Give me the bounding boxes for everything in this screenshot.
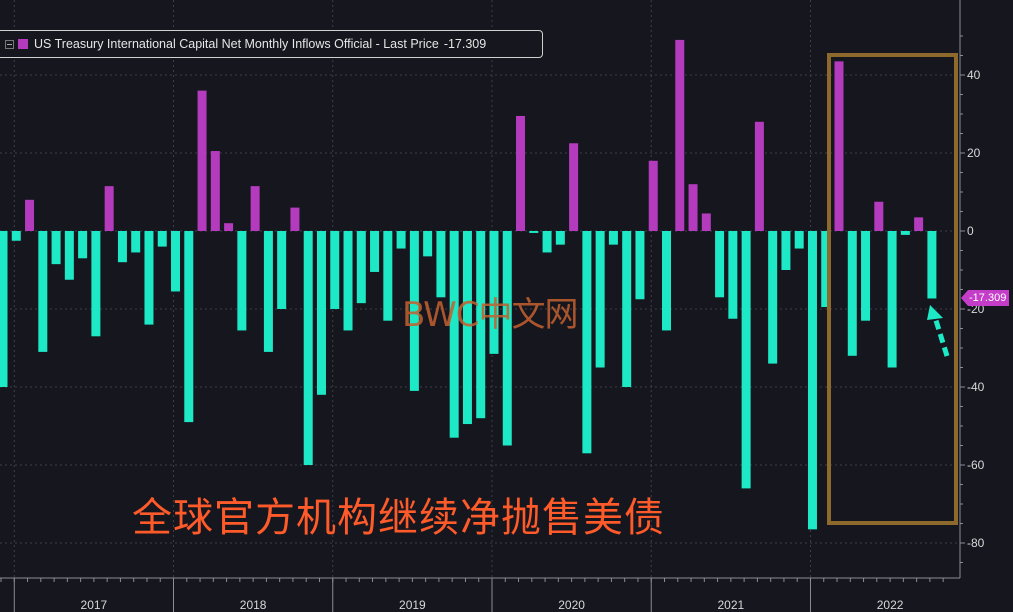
bar [330,231,340,309]
bar [688,184,698,231]
legend-label: US Treasury International Capital Net Mo… [34,37,439,51]
bar [569,143,579,231]
bar [144,231,154,325]
bar [197,90,207,231]
bar [25,199,35,231]
x-year-label: 2017 [81,598,108,612]
bar [794,231,804,249]
highlight-box [827,53,958,525]
bar [237,231,247,331]
bar [11,231,21,241]
bar [741,231,751,489]
bar [91,231,101,337]
x-year-label: 2019 [399,598,426,612]
bar [423,231,433,257]
bar [277,231,287,309]
bar [927,231,937,299]
legend: US Treasury International Capital Net Mo… [0,30,543,58]
bar [462,231,472,425]
y-tick-label: 20 [967,146,981,160]
bar [887,231,897,368]
bar [64,231,74,280]
bar [675,39,685,232]
bar [715,231,725,298]
bar [768,231,778,364]
y-tick-label: -60 [967,458,985,472]
bar [900,231,910,235]
bar [436,231,446,298]
collapse-icon[interactable] [5,39,14,49]
last-value-tag: -17.309 [961,290,1010,306]
bar [754,121,764,231]
y-tick-label: 0 [967,224,974,238]
bar [728,231,738,319]
legend-swatch [18,39,28,49]
y-tick-label: -40 [967,380,985,394]
x-year-label: 2018 [240,598,267,612]
bar [834,61,844,231]
bar [489,231,499,354]
bar [648,160,658,231]
bar [821,231,831,308]
pointer-arrow-head [927,305,943,320]
bar [184,231,194,423]
bar [370,231,380,272]
bar [51,231,61,265]
bar [847,231,857,356]
bar [502,231,512,446]
x-year-label: 2021 [717,598,744,612]
bar [861,231,871,321]
bar [303,231,313,465]
bar [78,231,88,259]
legend-value: -17.309 [443,37,487,51]
bar [343,231,353,331]
bar [409,231,419,391]
bar [38,231,48,352]
bar [595,231,605,368]
y-tick-label: -80 [967,536,985,550]
bar [542,231,552,253]
watermark: BWC中文网 [402,295,578,335]
bar [250,186,260,231]
bar [263,231,273,352]
pointer-arrow [931,313,950,357]
bar [449,231,459,438]
bar [529,231,539,233]
bar [383,231,393,321]
bar [356,231,366,304]
bar [224,223,234,231]
y-tick-label: 40 [967,68,981,82]
bar [117,231,127,263]
bar [781,231,791,270]
bar [0,231,8,387]
bar [622,231,632,387]
x-year-label: 2022 [877,598,904,612]
caption: 全球官方机构继续净抛售美债 [132,495,665,541]
bar [396,231,406,249]
bar [171,231,181,292]
bar [157,231,167,247]
bar [874,201,884,231]
bar [555,231,565,245]
x-year-label: 2020 [558,598,585,612]
bar [582,231,592,454]
bar [807,231,817,530]
bar [608,231,618,245]
bar [662,231,671,331]
bar [316,231,326,395]
bar [290,207,300,231]
bar [104,186,114,231]
bar [701,213,711,231]
bar [516,115,526,231]
bar [914,217,924,231]
bar [131,231,141,253]
bar [210,151,220,231]
bar [476,231,486,419]
bar [635,231,645,300]
